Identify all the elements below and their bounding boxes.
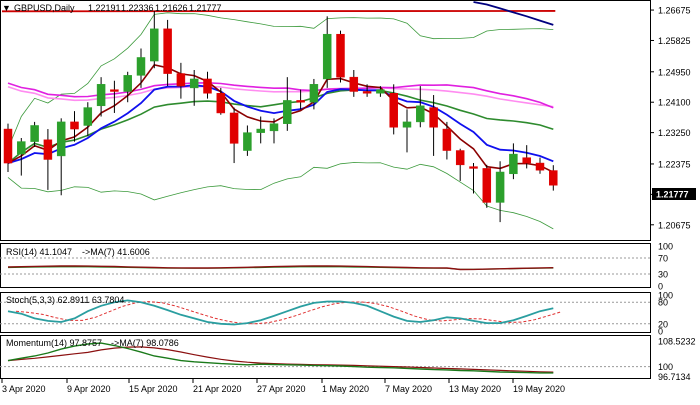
bullish-candle [496, 172, 504, 202]
date-tick-label: 13 May 2020 [449, 384, 501, 394]
bearish-candle [363, 91, 371, 93]
price-tick-label: 1.26675 [658, 6, 691, 16]
bearish-candle [536, 163, 544, 170]
chart-header: ▼ GBPUSD,Daily 1.22191 1.22336 1.21626 1… [2, 3, 222, 13]
date-tick-label: 7 May 2020 [385, 384, 432, 394]
date-tick-label: 1 May 2020 [322, 384, 369, 394]
stoch-tick-label: 0 [658, 327, 663, 337]
momentum-ma-label: ->MA(7) 98.0786 [111, 338, 179, 348]
bearish-candle [230, 113, 238, 143]
bullish-candle [323, 34, 331, 79]
bullish-candle [31, 125, 39, 141]
rsi-label: RSI(14) 41.1047 [6, 247, 72, 257]
bearish-candle [4, 129, 12, 163]
bullish-candle [283, 100, 291, 123]
bearish-candle [71, 122, 79, 129]
bearish-candle [443, 129, 451, 150]
bearish-candle [44, 140, 52, 160]
date-tick-label: 15 Apr 2020 [129, 384, 178, 394]
momentum-label: Momentum(14) 97.8757 [6, 338, 102, 348]
bearish-candle [470, 167, 478, 169]
bullish-candle [97, 84, 105, 105]
stoch-label: Stoch(5,3,3) 62.8911 63.7804 [6, 295, 124, 305]
current-price-label: 1.21777 [656, 190, 689, 200]
date-tick-label: 27 Apr 2020 [257, 384, 306, 394]
momentum-tick-label: 100 [658, 362, 673, 372]
symbol-label: GBPUSD,Daily [14, 3, 75, 13]
bearish-candle [483, 168, 491, 202]
price-tick-label: 1.24950 [658, 67, 691, 77]
bullish-candle [150, 29, 158, 61]
bullish-candle [243, 133, 251, 151]
bullish-candle [257, 129, 265, 133]
bullish-candle [310, 84, 318, 102]
rsi-tick-label: 100 [658, 242, 673, 252]
bullish-candle [416, 106, 424, 122]
bullish-candle [137, 57, 145, 75]
rsi-ma-label: ->MA(7) 41.6006 [82, 247, 150, 257]
bullish-candle [84, 108, 92, 126]
bullish-candle [376, 90, 384, 94]
bullish-candle [509, 154, 517, 174]
bearish-candle [204, 79, 212, 93]
bearish-candle [350, 77, 358, 91]
rsi-tick-label: 70 [658, 254, 668, 264]
bearish-candle [297, 100, 305, 102]
rsi-tick-label: 30 [658, 270, 668, 280]
bearish-candle [164, 29, 172, 74]
date-tick-label: 19 May 2020 [513, 384, 565, 394]
bullish-candle [57, 122, 65, 156]
bullish-candle [190, 79, 198, 88]
momentum-tick-label: 108.5232 [658, 336, 696, 346]
bearish-candle [177, 74, 185, 87]
bearish-candle [456, 151, 464, 165]
bearish-candle [430, 108, 438, 128]
bullish-candle [403, 122, 411, 127]
price-tick-label: 1.25825 [658, 36, 691, 46]
date-tick-label: 21 Apr 2020 [193, 384, 242, 394]
price-tick-label: 1.22375 [658, 159, 691, 169]
bullish-candle [270, 124, 278, 131]
price-tick-label: 1.24100 [658, 98, 691, 108]
price-tick-label: 1.20675 [658, 220, 691, 230]
close-value: 1.21777 [189, 3, 222, 13]
momentum-tick-label: 96.7134 [658, 372, 691, 382]
bullish-candle [17, 142, 25, 155]
high-value: 1.22336 [121, 3, 154, 13]
bearish-candle [110, 90, 118, 92]
date-tick-label: 9 Apr 2020 [67, 384, 111, 394]
stoch-tick-label: 80 [658, 298, 668, 308]
bearish-candle [337, 34, 345, 77]
symbol-arrow-icon: ▼ [2, 3, 11, 13]
low-value: 1.21626 [155, 3, 188, 13]
bearish-candle [523, 158, 531, 163]
bullish-candle [124, 75, 132, 91]
bearish-candle [390, 93, 398, 127]
open-value: 1.22191 [88, 3, 121, 13]
bearish-candle [549, 171, 557, 186]
price-tick-label: 1.23250 [658, 128, 691, 138]
bearish-candle [217, 93, 225, 113]
date-tick-label: 3 Apr 2020 [2, 384, 46, 394]
